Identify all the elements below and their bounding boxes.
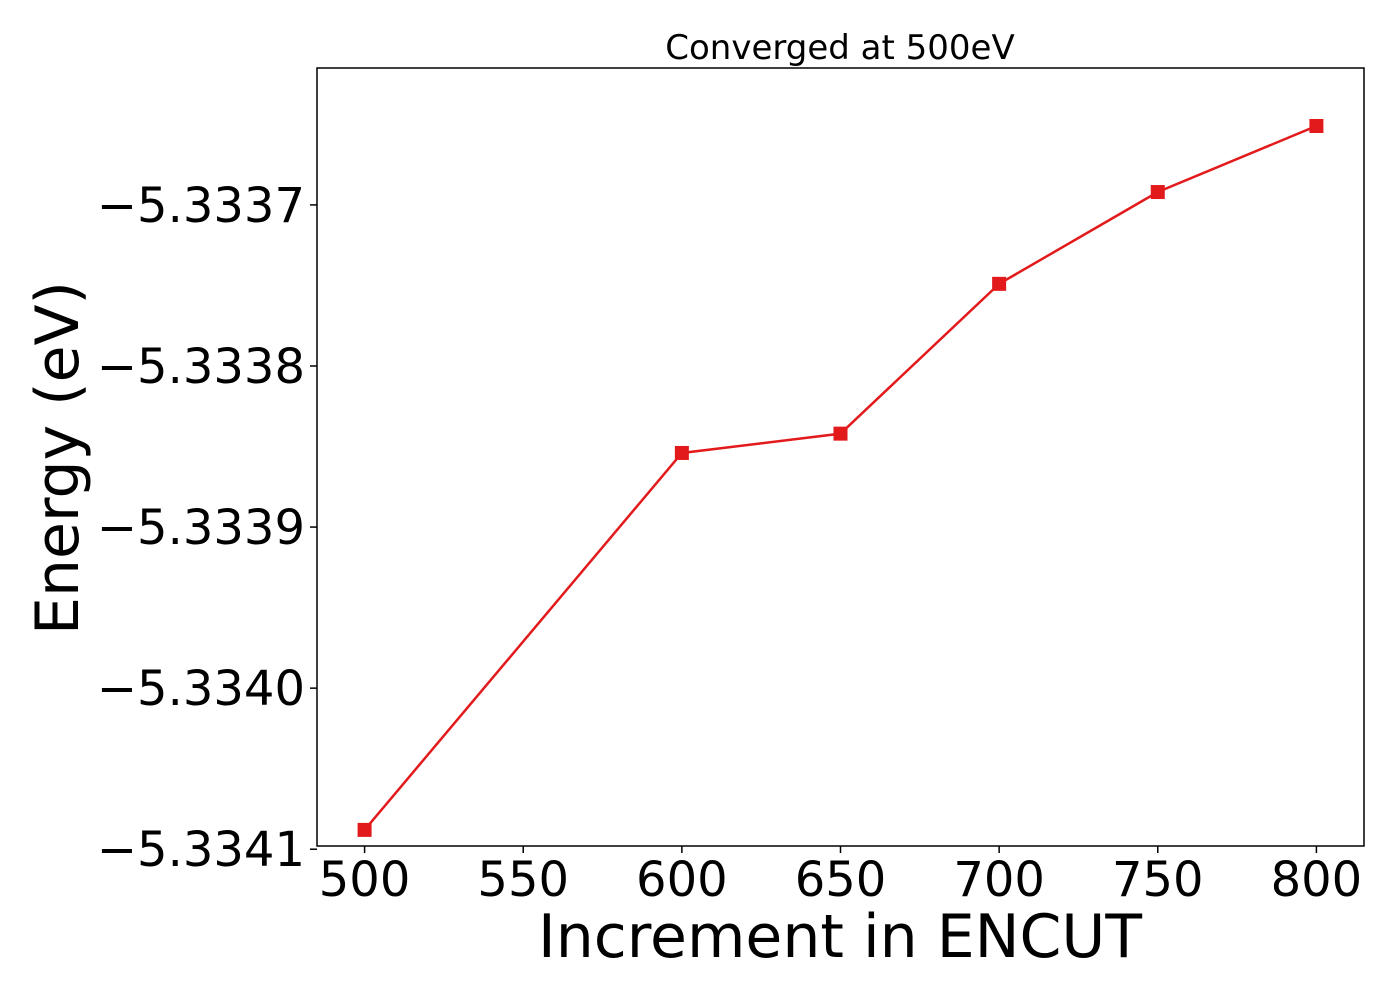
y-axis-ticks: −5.3341 −5.3340 −5.3339 −5.3338 −5.3337 — [97, 178, 317, 878]
data-point — [357, 822, 372, 837]
x-tick-label: 500 — [319, 852, 411, 908]
y-tick-label: −5.3339 — [97, 500, 305, 556]
data-point — [674, 445, 689, 460]
x-tick-label: 650 — [795, 852, 887, 908]
data-point — [1150, 185, 1165, 200]
x-tick-label: 550 — [477, 852, 569, 908]
x-tick-label: 800 — [1271, 852, 1363, 908]
y-tick-label: −5.3338 — [97, 339, 305, 395]
series-line — [363, 124, 1317, 831]
data-point — [992, 276, 1007, 291]
y-axis-label: Energy (eV) — [23, 281, 93, 635]
y-tick-label: −5.3341 — [97, 822, 305, 878]
data-point — [833, 426, 848, 441]
chart-title: Converged at 500eV — [665, 28, 1014, 68]
series-group — [357, 118, 1324, 837]
plot-area-frame — [316, 67, 1365, 847]
x-tick-label: 700 — [953, 852, 1045, 908]
x-axis-label: Increment in ENCUT — [538, 902, 1142, 972]
y-tick-label: −5.3337 — [97, 178, 305, 234]
x-axis-ticks: 500 550 600 650 700 750 800 — [319, 846, 1362, 908]
x-tick-label: 750 — [1112, 852, 1204, 908]
y-tick-label: −5.3340 — [97, 661, 305, 717]
x-tick-label: 600 — [636, 852, 728, 908]
data-point — [1309, 118, 1324, 133]
